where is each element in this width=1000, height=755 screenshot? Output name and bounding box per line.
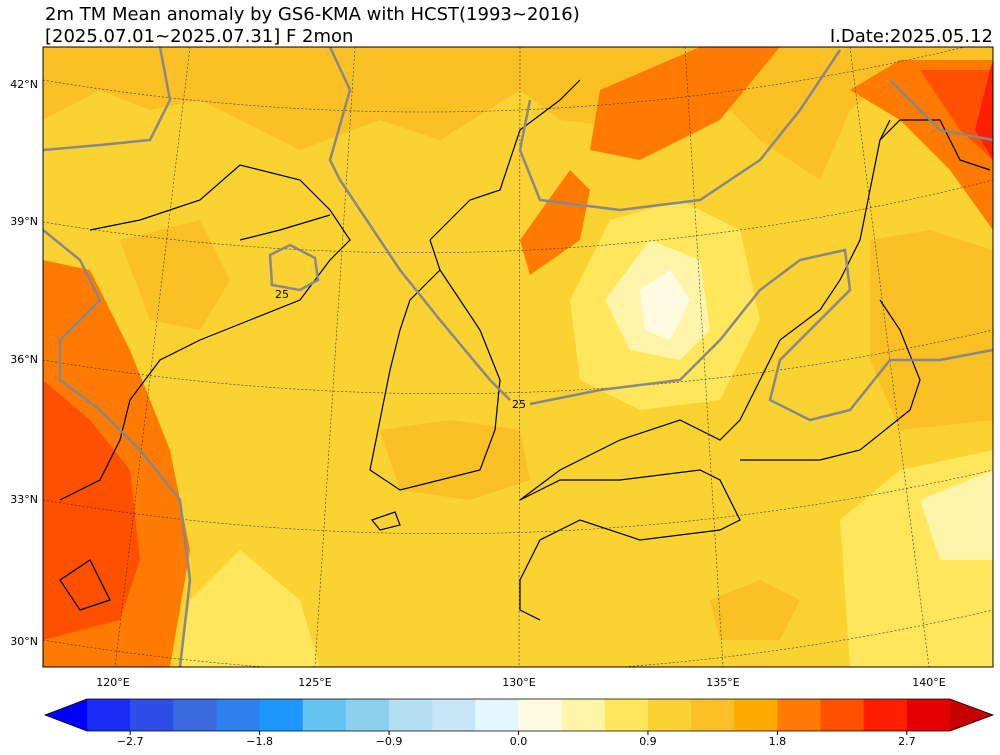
colorbar-cell: [345, 699, 390, 731]
coastlines: [59, 79, 991, 621]
colorbar-cell: [259, 699, 304, 731]
subtitle: [2025.07.01~2025.07.31] F 2mon: [45, 26, 353, 47]
lat-label: 39°N: [10, 215, 38, 228]
colorbar-cell: [691, 699, 735, 731]
colorbar-tick-label: −2.7: [117, 735, 144, 748]
colorbar-cell: [216, 699, 261, 731]
map: 25 25: [43, 47, 993, 667]
colorbar-cell: [647, 699, 692, 731]
colorbar-cell: [302, 699, 347, 731]
contours: [43, 47, 993, 667]
colorbar-cell: [130, 699, 174, 731]
colorbar-extend: [950, 699, 993, 731]
colorbar: −2.7 −1.8 −0.9 0.0 0.9 1.8 2.7: [43, 698, 995, 748]
colorbar-cell: [561, 699, 606, 731]
colorbar-cell: [389, 699, 433, 731]
colorbar-cell: [604, 699, 649, 731]
map-frame: [42, 46, 994, 668]
lat-label: 30°N: [10, 635, 38, 648]
colorbar-tick-label: −1.8: [246, 735, 273, 748]
colorbar-cell: [820, 699, 865, 731]
colorbar-tick-label: 1.8: [769, 735, 787, 748]
colorbar-tick-label: 0.9: [639, 735, 657, 748]
title: 2m TM Mean anomaly by GS6-KMA with HCST(…: [45, 4, 580, 25]
lon-label: 130°E: [502, 676, 535, 689]
colorbar-tick-label: −0.9: [376, 735, 403, 748]
lon-label: 135°E: [706, 676, 739, 689]
colorbar-outline: [43, 698, 995, 732]
lat-label: 36°N: [10, 353, 38, 366]
contour-label: 25: [275, 288, 289, 301]
colorbar-cell: [173, 699, 217, 731]
colorbar-cell: [518, 699, 563, 731]
colorbar-tick-label: 0.0: [510, 735, 528, 748]
colorbar-cell: [734, 699, 778, 731]
colorbar-cell: [777, 699, 822, 731]
colorbar-extend: [45, 699, 87, 731]
map-background: [43, 47, 993, 667]
contour-label: 25: [512, 398, 526, 411]
lon-label: 120°E: [96, 676, 129, 689]
axis-labels: 42°N 39°N 36°N 33°N 30°N 120°E 125°E 130°E 135°E…: [10, 78, 946, 689]
colorbar-cell: [475, 699, 519, 731]
colorbar-cell: [906, 699, 951, 731]
colorbar-tick-label: 2.7: [898, 735, 916, 748]
lon-label: 140°E: [912, 676, 945, 689]
colorbar-cell: [432, 699, 476, 731]
lat-label: 42°N: [10, 78, 38, 91]
lat-label: 33°N: [10, 493, 38, 506]
lon-label: 125°E: [298, 676, 331, 689]
colorbar-cell: [87, 699, 131, 731]
issue-date: I.Date:2025.05.12: [830, 26, 993, 47]
colorbar-cell: [863, 699, 908, 731]
